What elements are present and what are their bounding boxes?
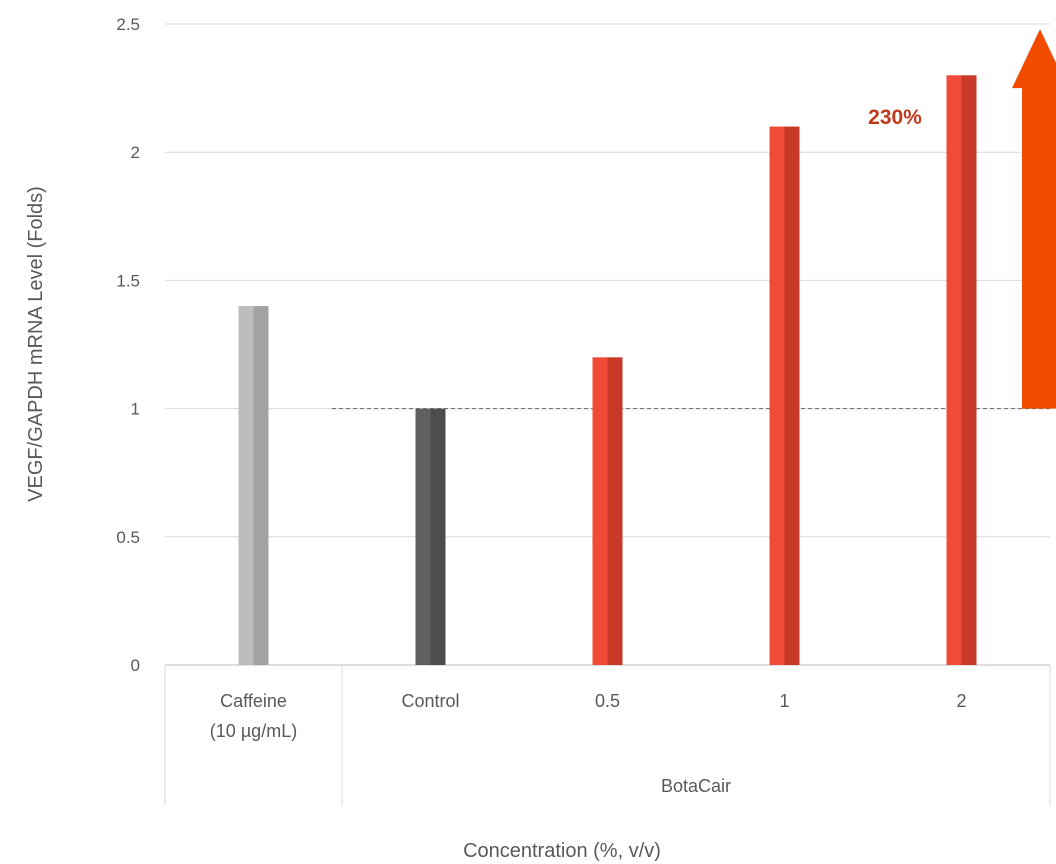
x-axis-label: Concentration (%, v/v) xyxy=(463,840,661,862)
y-tick-label: 2.5 xyxy=(116,15,140,34)
bar xyxy=(415,408,446,665)
y-axis-ticks: 0 0.5 1 1.5 2 2.5 xyxy=(116,15,140,675)
x-tick-label: (10 µg/mL) xyxy=(210,721,297,741)
bar xyxy=(946,75,977,665)
category-axis-frame xyxy=(164,665,1051,805)
x-tick-label: Control xyxy=(401,691,459,711)
y-axis-label: VEGF/GAPDH mRNA Level (Folds) xyxy=(25,186,47,502)
x-tick-label: Caffeine xyxy=(220,691,287,711)
bar xyxy=(769,126,800,665)
y-tick-label: 2 xyxy=(131,143,140,162)
bars xyxy=(238,75,977,665)
y-tick-label: 0.5 xyxy=(116,528,140,547)
y-tick-label: 0 xyxy=(131,656,140,675)
group-label: BotaCair xyxy=(661,776,731,796)
increase-arrow xyxy=(1012,29,1056,409)
y-tick-label: 1.5 xyxy=(116,271,140,290)
x-tick-label: 2 xyxy=(956,691,966,711)
y-tick-label: 1 xyxy=(131,400,140,419)
bar xyxy=(592,357,623,665)
x-tick-label: 0.5 xyxy=(595,691,620,711)
bar-left-half xyxy=(592,357,608,665)
category-labels: Caffeine (10 µg/mL) Control 0.5 1 2 BotaCair xyxy=(210,691,967,796)
bar-right-half xyxy=(784,126,800,665)
bar-right-half xyxy=(607,357,623,665)
bar-left-half xyxy=(946,75,962,665)
increase-arrow-group xyxy=(1012,29,1056,409)
bar-left-half xyxy=(238,306,254,665)
bar-right-half xyxy=(961,75,977,665)
bar-left-half xyxy=(415,408,431,665)
bar-right-half xyxy=(253,306,269,665)
x-tick-label: 1 xyxy=(779,691,789,711)
bar-left-half xyxy=(769,126,785,665)
bar-right-half xyxy=(430,408,446,665)
bar xyxy=(238,306,269,665)
increase-annotation: 230% xyxy=(868,106,922,129)
